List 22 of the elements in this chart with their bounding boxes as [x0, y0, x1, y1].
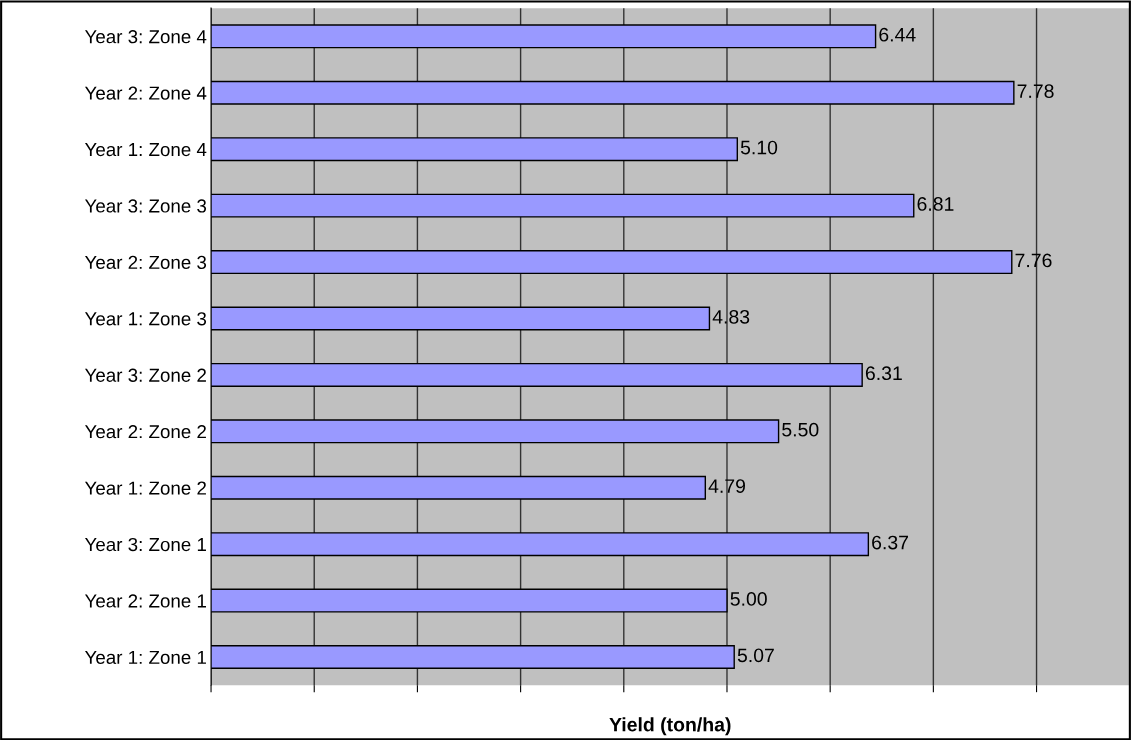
y-tick-label: Year 2: Zone 1 [84, 594, 206, 608]
data-label: 5.07 [737, 648, 774, 663]
y-tick-label: Year 1: Zone 3 [84, 312, 207, 326]
y-tick-label: Year 3: Zone 3 [84, 199, 207, 213]
data-label: 5.00 [730, 592, 767, 606]
y-tick-label: Year 2: Zone 4 [84, 86, 207, 100]
y-tick-label: Year 2: Zone 2 [84, 425, 206, 439]
data-label: 4.79 [708, 479, 746, 493]
data-label: 5.50 [782, 422, 819, 437]
y-tick-label: Year 1: Zone 4 [84, 143, 207, 157]
data-label: 5.10 [740, 140, 778, 155]
x-axis-title: Yield (ton/ha) [609, 717, 731, 736]
y-tick-label: Year 3: Zone 1 [84, 537, 206, 552]
y-tick-label: Year 3: Zone 4 [84, 30, 207, 44]
y-tick-label: Year 1: Zone 1 [84, 650, 206, 665]
data-label: 6.37 [872, 535, 908, 550]
y-tick-label: Year 3: Zone 2 [84, 368, 206, 382]
data-label: 4.83 [712, 309, 750, 324]
data-label: 6.31 [865, 366, 902, 381]
data-label: 6.44 [879, 27, 916, 42]
y-tick-label: Year 2: Zone 3 [84, 255, 207, 270]
y-tick-label: Year 1: Zone 2 [84, 481, 206, 495]
